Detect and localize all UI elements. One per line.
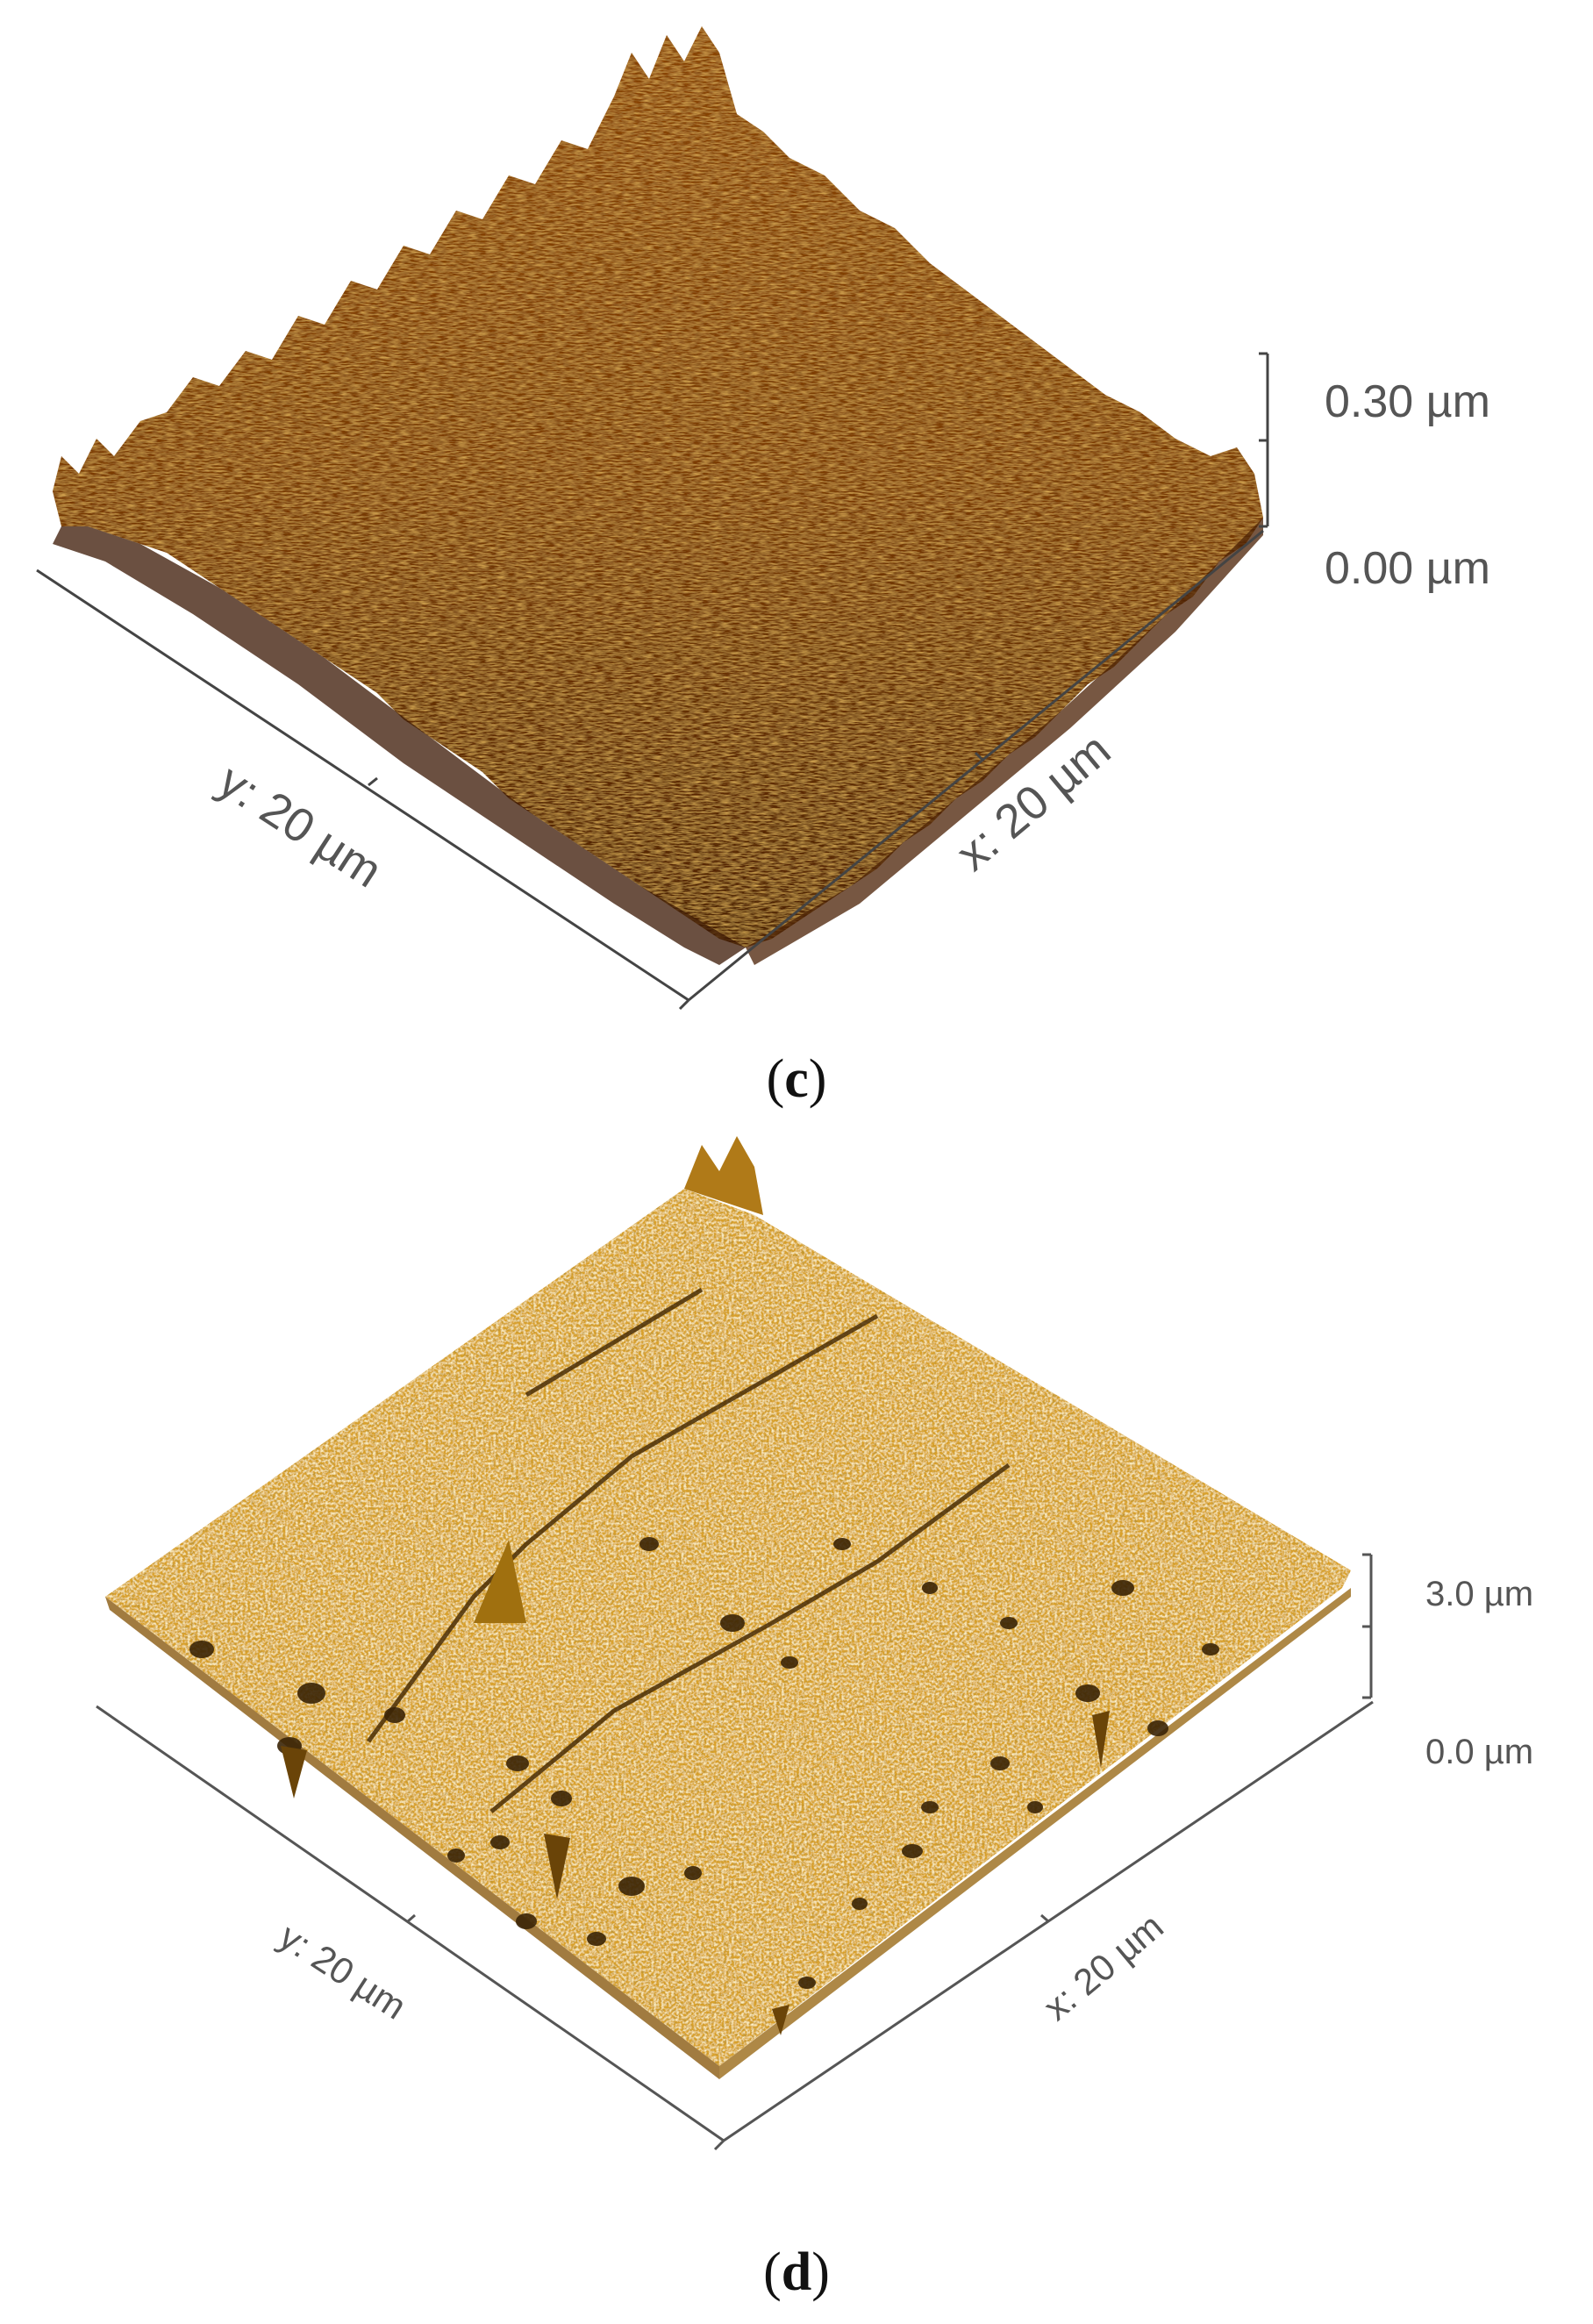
axis-frame-d — [96, 1700, 1374, 2151]
y-axis-line — [96, 1705, 725, 2142]
z-scale-bar-d — [1362, 1553, 1373, 1699]
surface-topography-d — [105, 1136, 1351, 2079]
z-min-label-d: 0.0 µm — [1425, 1733, 1533, 1771]
afm-panel-d: 3.0 µm 0.0 µm y: 20 µm x: 20 µm (d) — [0, 1132, 1593, 2324]
y-axis-tick — [368, 776, 378, 787]
surface-topography-c — [53, 26, 1263, 965]
x-axis-line — [688, 529, 1264, 1002]
corner-tick — [678, 998, 690, 1011]
panel-caption-d: (d) — [763, 2242, 830, 2302]
z-max-label-d: 3.0 µm — [1425, 1575, 1533, 1613]
afm-panel-c: 0.30 µm 0.00 µm y: 20 µm x: 20 µm (c) — [0, 0, 1593, 1132]
y-axis-label-c: y: 20 µm — [209, 754, 390, 898]
z-min-label-c: 0.00 µm — [1325, 543, 1490, 594]
surface-pits — [189, 1537, 1219, 1989]
x-axis-tick — [1040, 1913, 1049, 1923]
y-axis-line — [36, 568, 689, 1002]
axis-frame-c — [36, 529, 1264, 1011]
surface-spikes — [281, 1711, 1110, 2035]
panel-caption-c: (c) — [766, 1049, 827, 1109]
z-max-label-c: 0.30 µm — [1325, 376, 1490, 427]
y-axis-tick — [407, 1913, 416, 1923]
y-axis-label-d: y: 20 µm — [272, 1915, 413, 2027]
afm-3d-plot-d: 3.0 µm 0.0 µm y: 20 µm x: 20 µm — [96, 1136, 1533, 2151]
z-scale-bar-c — [1259, 352, 1269, 528]
x-axis-label-d: x: 20 µm — [1036, 1906, 1171, 2028]
x-axis-tick — [974, 751, 984, 762]
afm-3d-plot-c: 0.30 µm 0.00 µm y: 20 µm x: 20 µm — [36, 26, 1490, 1011]
corner-tick — [713, 2139, 725, 2151]
